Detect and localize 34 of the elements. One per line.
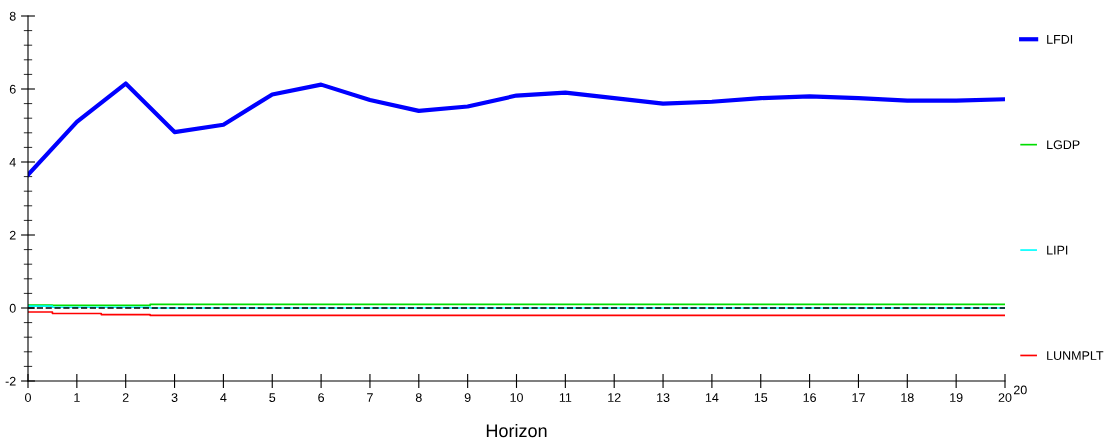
x-tick-label: 11 — [559, 393, 572, 402]
y-tick-label: 6 — [9, 84, 16, 94]
x-tick-label: 4 — [220, 393, 227, 402]
line-series — [28, 81, 1005, 177]
x-tick-label: 12 — [608, 393, 621, 402]
legend-label: LIPI — [1047, 245, 1068, 255]
legend-label: LUNMPLT — [1047, 351, 1104, 360]
x-tick-label: 10 — [510, 393, 523, 402]
legend-label: LGDP — [1047, 140, 1080, 150]
x-axis-title: Horizon — [486, 423, 547, 438]
x-tick-label: 9 — [464, 393, 471, 402]
x-tick-label: 2 — [122, 393, 129, 402]
x-tick-label: 8 — [415, 393, 422, 402]
x-tick-label: 5 — [269, 393, 276, 402]
x-tick-label: 20 — [998, 393, 1012, 402]
y-tick-label: 8 — [9, 11, 16, 21]
x-tick-label: 14 — [705, 393, 719, 402]
text: 20 — [1013, 385, 1027, 395]
x-tick-label: 18 — [901, 393, 914, 402]
x-tick-label: 16 — [803, 393, 816, 402]
y-tick-label: 2 — [9, 230, 16, 240]
x-tick-label: 19 — [950, 393, 963, 402]
x-tick-label: 7 — [367, 393, 373, 402]
x-tick-label: 6 — [318, 393, 325, 402]
x-tick-label: 0 — [25, 393, 31, 402]
x-tick-label: 1 — [74, 393, 80, 402]
y-tick-label: 4 — [9, 157, 16, 167]
x-tick-label: 3 — [171, 393, 178, 402]
x-tick-label: 13 — [657, 393, 670, 402]
x-tick-label: 17 — [852, 393, 865, 402]
y-tick-label: -2 — [5, 376, 16, 386]
legend-label: LFDI — [1047, 35, 1073, 44]
x-tick-label: 15 — [754, 393, 768, 402]
y-tick-label: 0 — [9, 303, 16, 313]
